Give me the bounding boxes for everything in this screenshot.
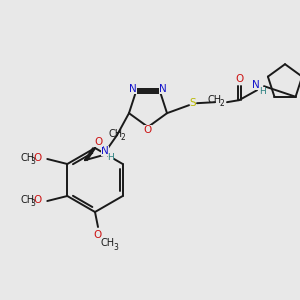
Text: N: N bbox=[159, 84, 166, 94]
Text: N: N bbox=[129, 84, 137, 94]
Text: O: O bbox=[144, 125, 152, 135]
Text: 3: 3 bbox=[114, 242, 118, 251]
Text: H: H bbox=[259, 87, 266, 96]
Text: O: O bbox=[235, 74, 243, 84]
Text: 2: 2 bbox=[220, 99, 224, 108]
Text: N: N bbox=[252, 80, 260, 90]
Text: CH: CH bbox=[20, 153, 34, 163]
Text: 3: 3 bbox=[31, 200, 36, 208]
Text: O: O bbox=[33, 153, 41, 163]
Text: 2: 2 bbox=[121, 133, 125, 142]
Text: CH: CH bbox=[101, 238, 115, 248]
Text: 3: 3 bbox=[31, 158, 36, 166]
Text: CH: CH bbox=[109, 129, 123, 139]
Text: N: N bbox=[101, 146, 109, 156]
Text: CH: CH bbox=[20, 195, 34, 205]
Text: CH: CH bbox=[208, 95, 222, 105]
Text: O: O bbox=[94, 230, 102, 240]
Text: O: O bbox=[33, 195, 41, 205]
Text: H: H bbox=[108, 153, 114, 162]
Text: S: S bbox=[190, 98, 196, 108]
Text: O: O bbox=[95, 137, 103, 147]
